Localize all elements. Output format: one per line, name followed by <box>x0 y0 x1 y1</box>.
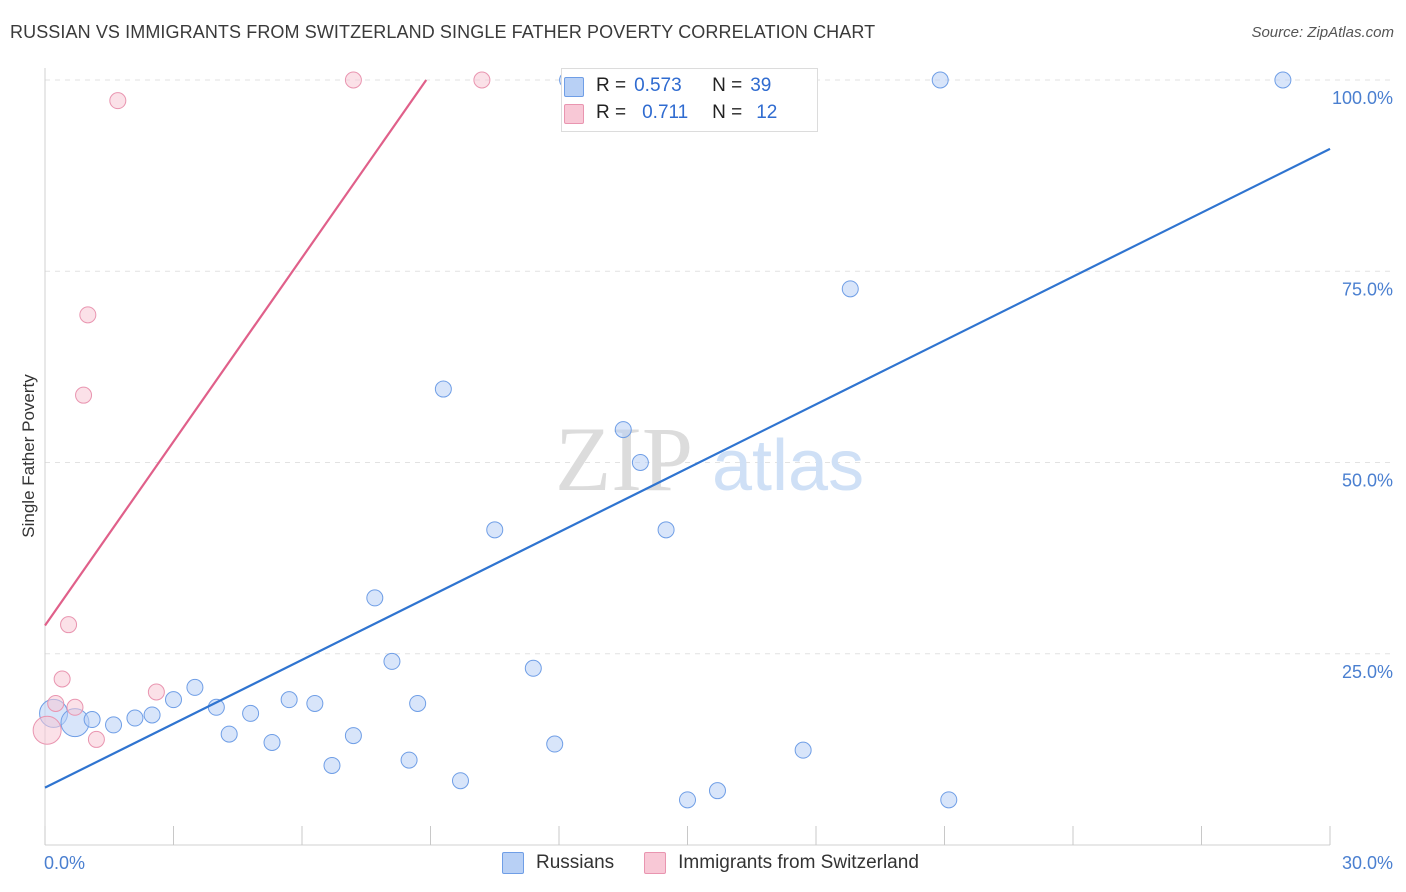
point-russians <box>165 691 182 709</box>
point-russians <box>280 691 298 709</box>
legend-n-value: 12 <box>756 102 778 123</box>
point-russians <box>306 694 324 712</box>
legend-r-label: R = <box>596 75 627 96</box>
point-russians <box>931 71 949 89</box>
point-russians <box>344 727 362 745</box>
legend-row-swiss: R = 0.711 N = 12 <box>564 101 778 125</box>
point-swiss <box>79 306 97 324</box>
point-russians <box>546 735 564 753</box>
point-russians <box>708 782 726 800</box>
chart-title: RUSSIAN VS IMMIGRANTS FROM SWITZERLAND S… <box>10 22 876 42</box>
point-russians <box>263 733 281 751</box>
trend-lines <box>44 79 1331 789</box>
point-russians <box>1274 71 1292 89</box>
point-russians <box>679 791 696 809</box>
y-tick-label: 25.0% <box>1342 662 1393 682</box>
point-russians <box>657 521 675 539</box>
legend-n-label: N = <box>712 102 743 123</box>
point-russians <box>940 791 958 809</box>
legend-swatch-russians <box>564 77 584 97</box>
series-legend: Russians Immigrants from Switzerland <box>502 852 949 874</box>
point-russians <box>434 380 452 398</box>
tick-labels: 100.0% 75.0% 50.0% 25.0% 0.0% 30.0% <box>44 88 1393 873</box>
y-tick-label: 100.0% <box>1332 88 1393 108</box>
point-swiss <box>75 386 93 404</box>
legend-r-value: 0.711 <box>642 102 689 123</box>
legend-swatch-swiss <box>564 104 584 124</box>
y-axis-label: Single Father Poverty <box>19 374 38 538</box>
legend-item-russians[interactable]: Russians <box>502 852 614 874</box>
legend-n-value: 39 <box>750 75 772 96</box>
point-russians <box>242 704 260 722</box>
point-swiss <box>60 616 78 634</box>
y-tick-label: 50.0% <box>1342 471 1393 491</box>
point-swiss <box>344 71 362 89</box>
point-russians <box>105 716 123 734</box>
point-russians <box>631 454 649 471</box>
legend-swatch-swiss <box>644 852 667 874</box>
legend-item-swiss[interactable]: Immigrants from Switzerland <box>644 852 919 874</box>
watermark: ZIP atlas <box>555 408 864 510</box>
x-tick-label: 0.0% <box>44 853 85 873</box>
point-russians <box>220 725 238 743</box>
point-russians <box>841 280 859 298</box>
point-russians <box>126 709 144 727</box>
point-russians <box>524 659 542 677</box>
point-swiss <box>66 698 84 716</box>
gridlines <box>45 79 1392 655</box>
point-swiss <box>109 92 127 110</box>
point-russians <box>143 706 161 724</box>
legend-label-swiss: Immigrants from Switzerland <box>678 852 919 873</box>
point-swiss <box>32 715 62 745</box>
legend-label-russians: Russians <box>536 852 615 873</box>
source-label: Source: ZipAtlas.com <box>1251 24 1394 41</box>
watermark-atlas: atlas <box>712 426 864 506</box>
point-swiss <box>87 730 105 748</box>
legend-n-label: N = <box>712 75 743 96</box>
correlation-legend: R = 0.573 N = 39 R = 0.711 N = 12 <box>561 68 818 132</box>
point-russians <box>409 694 427 712</box>
trend-line-swiss <box>44 79 428 627</box>
point-swiss <box>473 71 491 89</box>
point-russians <box>383 652 401 670</box>
y-tick-label: 75.0% <box>1342 279 1393 299</box>
point-russians <box>366 589 384 607</box>
x-tick-label: 30.0% <box>1342 853 1393 873</box>
point-russians <box>83 711 101 729</box>
legend-row-russians: R = 0.573 N = 39 <box>564 74 772 98</box>
point-swiss <box>147 683 165 701</box>
point-russians <box>186 678 204 696</box>
point-swiss <box>53 670 71 688</box>
point-russians <box>323 756 341 774</box>
legend-r-label: R = <box>596 102 627 123</box>
point-russians <box>486 521 504 539</box>
point-russians <box>794 741 812 759</box>
point-swiss <box>47 694 65 712</box>
trend-line-russians <box>44 147 1331 789</box>
point-russians <box>451 772 469 790</box>
legend-r-value: 0.573 <box>634 75 682 96</box>
point-russians <box>614 421 632 439</box>
legend-swatch-russians <box>502 852 524 874</box>
point-russians <box>400 751 418 769</box>
